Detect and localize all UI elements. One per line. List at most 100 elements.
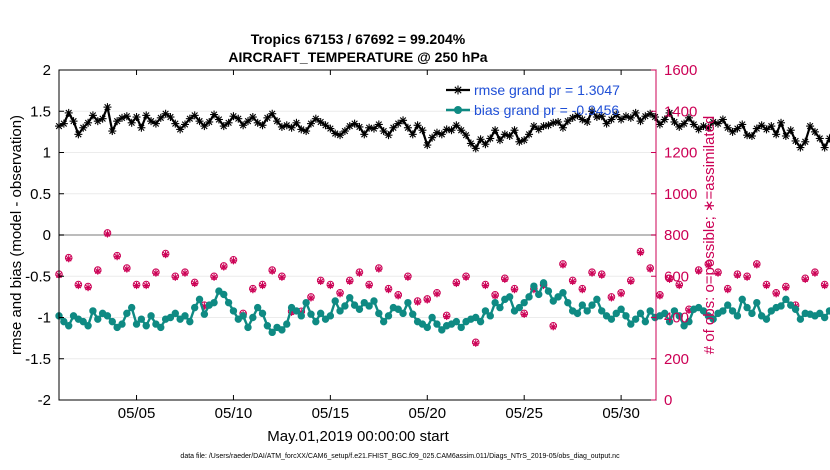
obs-assimilated-marker-stroke bbox=[637, 249, 644, 256]
obs-assimilated-marker-stroke bbox=[182, 270, 188, 277]
bias-marker bbox=[258, 309, 267, 318]
rmse-marker-stroke bbox=[709, 118, 717, 126]
obs-assimilated-marker bbox=[413, 298, 422, 306]
rmse-marker-stroke bbox=[181, 121, 189, 128]
obs-assimilated-marker bbox=[704, 261, 712, 269]
rmse-marker bbox=[481, 140, 490, 149]
rmse-marker-stroke bbox=[583, 118, 591, 126]
obs-assimilated-marker bbox=[152, 269, 160, 277]
bias-marker bbox=[520, 298, 528, 307]
bias-marker bbox=[229, 307, 238, 315]
obs-assimilated-marker-stroke bbox=[94, 268, 101, 275]
rmse-marker bbox=[248, 113, 257, 122]
rmse-marker bbox=[437, 130, 446, 139]
rmse-marker bbox=[176, 125, 185, 134]
rmse-marker-stroke bbox=[768, 122, 775, 130]
obs-assimilated-marker bbox=[443, 312, 451, 321]
obs-assimilated-marker-stroke bbox=[511, 286, 518, 293]
obs-assimilated-marker bbox=[724, 286, 732, 294]
obs-assimilated-marker-stroke bbox=[414, 299, 421, 305]
rmse-marker-stroke bbox=[593, 113, 601, 121]
rmse-marker-stroke bbox=[191, 112, 198, 119]
rmse-marker-stroke bbox=[467, 140, 475, 147]
rmse-marker bbox=[224, 118, 233, 127]
rmse-marker-stroke bbox=[642, 112, 649, 120]
rmse-marker-stroke bbox=[104, 103, 111, 111]
rmse-marker-stroke bbox=[772, 131, 780, 138]
rmse-marker-stroke bbox=[695, 126, 702, 133]
rmse-marker bbox=[428, 133, 437, 142]
obs-assimilated-marker bbox=[103, 230, 112, 238]
rmse-marker-stroke bbox=[753, 125, 761, 132]
rmse-marker-stroke bbox=[176, 126, 184, 133]
rmse-marker-stroke bbox=[322, 122, 329, 129]
obs-assimilated-marker-stroke bbox=[550, 323, 557, 330]
rmse-marker-stroke bbox=[787, 127, 794, 134]
bias-marker bbox=[268, 328, 276, 337]
bias-marker bbox=[123, 309, 131, 318]
bias-marker bbox=[137, 315, 146, 323]
rmse-marker-stroke bbox=[782, 132, 790, 140]
rmse-marker bbox=[607, 115, 616, 124]
rmse-marker bbox=[617, 115, 626, 124]
obs-assimilated-marker bbox=[598, 271, 606, 279]
rmse-marker-stroke bbox=[520, 136, 528, 144]
rmse-marker bbox=[476, 135, 485, 144]
obs-assimilated-marker-stroke bbox=[356, 270, 363, 277]
rmse-marker bbox=[88, 111, 97, 120]
data-series bbox=[55, 103, 830, 347]
obs-assimilated-marker bbox=[733, 271, 742, 279]
bias-marker bbox=[423, 323, 431, 332]
legend-bias-marker bbox=[454, 106, 462, 114]
bias-marker bbox=[142, 322, 150, 330]
bias-marker bbox=[438, 326, 446, 334]
obs-assimilated-marker-stroke bbox=[114, 253, 121, 260]
rmse-marker-stroke bbox=[404, 124, 412, 131]
rmse-marker bbox=[205, 117, 214, 126]
rmse-marker bbox=[190, 111, 199, 120]
rmse-marker bbox=[525, 130, 534, 139]
rmse-marker bbox=[384, 131, 393, 140]
rmse-marker bbox=[69, 117, 78, 126]
obs-assimilated-marker bbox=[346, 277, 354, 286]
rmse-marker bbox=[161, 109, 170, 118]
y-left-tick-label: -2 bbox=[38, 392, 51, 409]
rmse-marker bbox=[79, 123, 88, 132]
rmse-marker-stroke bbox=[676, 123, 683, 131]
obs-assimilated-marker-stroke bbox=[249, 286, 256, 293]
obs-assimilated-marker bbox=[423, 296, 431, 304]
bias-marker bbox=[292, 307, 301, 315]
chart-title-line-2: AIRCRAFT_TEMPERATURE @ 250 hPa bbox=[228, 49, 487, 65]
rmse-marker bbox=[592, 113, 601, 122]
obs-assimilated-marker bbox=[753, 261, 761, 269]
rmse-marker-stroke bbox=[821, 144, 828, 151]
obs-assimilated-marker bbox=[743, 273, 751, 281]
bias-marker bbox=[302, 298, 310, 307]
bias-marker bbox=[384, 312, 393, 320]
obs-assimilated-marker-stroke bbox=[560, 261, 566, 268]
obs-assimilated-marker bbox=[210, 273, 218, 281]
rmse-marker bbox=[365, 123, 374, 132]
rmse-marker-stroke bbox=[501, 131, 509, 138]
rmse-marker-stroke bbox=[249, 113, 257, 121]
rmse-marker bbox=[457, 126, 466, 135]
y-right-tick-label: 1600 bbox=[664, 62, 697, 79]
bias-marker bbox=[394, 305, 402, 313]
rmse-marker bbox=[195, 117, 204, 126]
rmse-marker-stroke bbox=[511, 127, 518, 134]
rmse-marker-stroke bbox=[60, 120, 68, 127]
rmse-line bbox=[58, 103, 830, 151]
obs-assimilated-marker bbox=[607, 294, 616, 302]
bias-marker bbox=[515, 303, 524, 312]
rmse-marker-stroke bbox=[545, 122, 552, 129]
bias-marker bbox=[675, 312, 683, 320]
obs-assimilated-marker-stroke bbox=[676, 282, 683, 289]
rmse-marker bbox=[471, 144, 480, 153]
bias-marker bbox=[748, 309, 756, 318]
bias-marker bbox=[297, 312, 305, 320]
rmse-marker bbox=[132, 113, 141, 122]
obs-assimilated-marker bbox=[375, 265, 383, 273]
bias-marker bbox=[578, 301, 587, 309]
bias-marker bbox=[355, 305, 364, 313]
bias-marker bbox=[89, 307, 97, 315]
